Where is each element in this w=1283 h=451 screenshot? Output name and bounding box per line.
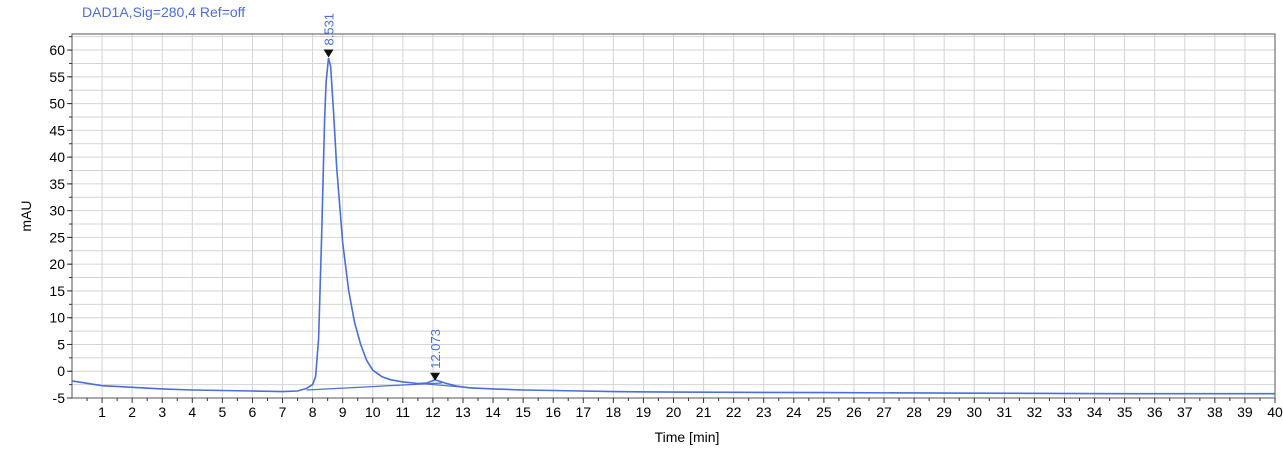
x-tick-label: 28 bbox=[906, 404, 922, 420]
chart-title: DAD1A,Sig=280,4 Ref=off bbox=[82, 4, 246, 20]
x-tick-label: 33 bbox=[1057, 404, 1073, 420]
x-tick-label: 7 bbox=[279, 404, 287, 420]
x-tick-label: 3 bbox=[158, 404, 166, 420]
y-tick-label: 55 bbox=[49, 69, 65, 85]
x-tick-label: 14 bbox=[485, 404, 501, 420]
baselines bbox=[306, 382, 479, 391]
y-axis-label: mAU bbox=[18, 200, 34, 231]
peak-marker-icon bbox=[430, 372, 441, 381]
x-tick-label: 17 bbox=[575, 404, 591, 420]
x-tick-label: 12 bbox=[425, 404, 441, 420]
x-tick-label: 18 bbox=[606, 404, 622, 420]
x-tick-label: 8 bbox=[309, 404, 317, 420]
y-tick-label: 45 bbox=[49, 122, 65, 138]
peak-marker-icon bbox=[323, 49, 334, 58]
x-tick-label: 1 bbox=[98, 404, 106, 420]
peak-label: 12.073 bbox=[428, 329, 443, 369]
y-tick-label: 60 bbox=[49, 42, 65, 58]
y-tick-label: 30 bbox=[49, 203, 65, 219]
y-tick-label: 40 bbox=[49, 149, 65, 165]
y-tick-label: 0 bbox=[57, 363, 65, 379]
y-tick-label: -5 bbox=[53, 390, 66, 406]
y-tick-label: 5 bbox=[57, 336, 65, 352]
x-tick-label: 26 bbox=[846, 404, 862, 420]
grid bbox=[72, 34, 1276, 399]
x-tick-label: 21 bbox=[696, 404, 712, 420]
x-axis: 1 2 3 4 5 6 7 8 9 10 11 12 13 14 15 16 17 18 19 20 21 22 23 24 2… bbox=[86, 398, 1283, 420]
x-tick-label: 24 bbox=[786, 404, 802, 420]
x-tick-label: 13 bbox=[455, 404, 471, 420]
x-tick-label: 4 bbox=[188, 404, 196, 420]
x-tick-label: 32 bbox=[1027, 404, 1043, 420]
x-tick-label: 39 bbox=[1237, 404, 1253, 420]
x-tick-label: 30 bbox=[966, 404, 982, 420]
y-tick-label: 50 bbox=[49, 96, 65, 112]
x-tick-label: 27 bbox=[876, 404, 892, 420]
x-tick-label: 10 bbox=[365, 404, 381, 420]
x-tick-label: 36 bbox=[1147, 404, 1163, 420]
x-tick-label: 37 bbox=[1177, 404, 1193, 420]
x-tick-label: 34 bbox=[1087, 404, 1103, 420]
y-axis: -5 0 5 10 15 20 25 30 35 40 45 50 55 60 bbox=[49, 36, 72, 406]
x-tick-label: 31 bbox=[997, 404, 1013, 420]
peak-markers: 8.531 12.073 bbox=[322, 13, 443, 381]
peak-label: 8.531 bbox=[322, 13, 337, 46]
y-tick-label: 20 bbox=[49, 256, 65, 272]
x-tick-label: 29 bbox=[936, 404, 952, 420]
x-tick-label: 20 bbox=[666, 404, 682, 420]
x-tick-label: 23 bbox=[756, 404, 772, 420]
y-tick-label: 25 bbox=[49, 229, 65, 245]
x-tick-label: 16 bbox=[545, 404, 561, 420]
x-tick-label: 5 bbox=[218, 404, 226, 420]
x-tick-label: 19 bbox=[636, 404, 652, 420]
y-tick-label: 35 bbox=[49, 176, 65, 192]
x-tick-label: 2 bbox=[128, 404, 136, 420]
x-axis-label: Time [min] bbox=[655, 429, 720, 445]
x-tick-label: 38 bbox=[1207, 404, 1223, 420]
x-tick-label: 15 bbox=[515, 404, 531, 420]
x-tick-label: 6 bbox=[249, 404, 257, 420]
x-tick-label: 11 bbox=[396, 404, 411, 420]
x-tick-label: 9 bbox=[339, 404, 347, 420]
x-tick-label: 40 bbox=[1267, 404, 1283, 420]
x-tick-label: 22 bbox=[726, 404, 742, 420]
signal-line bbox=[71, 57, 1275, 395]
y-tick-label: 10 bbox=[49, 310, 65, 326]
x-tick-label: 35 bbox=[1117, 404, 1133, 420]
y-tick-label: 15 bbox=[49, 283, 65, 299]
x-tick-label: 25 bbox=[816, 404, 832, 420]
